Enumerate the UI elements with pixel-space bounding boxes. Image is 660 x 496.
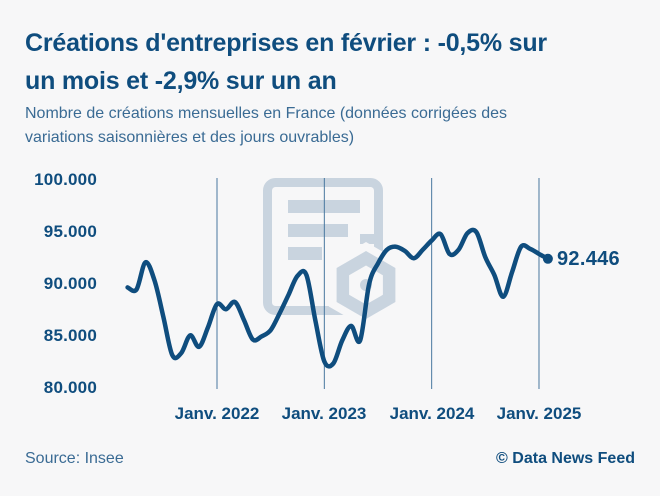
x-axis-tick-label: Janv. 2023 (281, 404, 367, 423)
page-title: Créations d'entreprises en février : -0,… (25, 24, 621, 100)
y-axis-tick-label: 80.000 (43, 378, 97, 397)
page-title-line-2: un mois et -2,9% sur un an (25, 67, 337, 95)
source-note: Source: Insee (25, 450, 124, 467)
watermark-text-bar (288, 224, 348, 237)
watermark-text-bar (288, 247, 322, 260)
y-axis-tick-label: 100.000 (34, 170, 97, 189)
year-gridlines (216, 178, 540, 389)
y-axis-tick-label: 85.000 (43, 326, 97, 345)
watermark-document-frame (263, 178, 383, 315)
x-axis-tick-label: Janv. 2024 (389, 404, 475, 423)
watermark-frame-foot (360, 234, 383, 244)
x-axis-tick-label: Janv. 2022 (174, 404, 260, 423)
end-value-label: 92.446 (557, 248, 620, 270)
copyright-note: © Data News Feed (496, 450, 635, 467)
end-point-marker (542, 253, 553, 264)
y-axis-tick-label: 90.000 (43, 274, 97, 293)
page-title-line-1: Créations d'entreprises en février : -0,… (25, 29, 547, 57)
chart-subtitle: Nombre de créations mensuelles en France… (25, 102, 585, 150)
chart-subtitle-line-2: variations saisonnières et des jours ouv… (25, 129, 355, 146)
x-axis-tick-label: Janv. 2025 (496, 404, 582, 423)
chart-subtitle-line-1: Nombre de créations mensuelles en France… (25, 105, 508, 122)
y-axis-tick-label: 95.000 (43, 222, 97, 241)
line-series (125, 227, 551, 369)
